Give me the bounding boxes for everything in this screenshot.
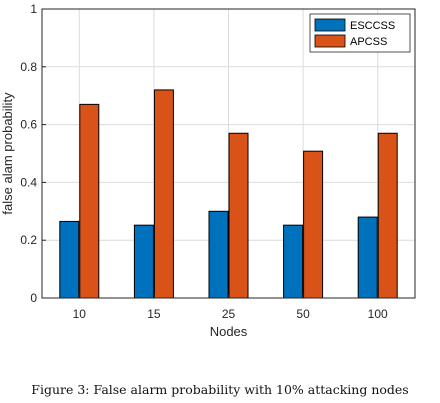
- y-tick-label: 1: [30, 2, 37, 16]
- x-tick-label: 15: [147, 307, 161, 321]
- bar-esccss-50: [283, 224, 304, 299]
- bar-esccss-100: [357, 216, 378, 299]
- y-axis-label: false alam probability: [0, 92, 15, 215]
- x-tick-label: 50: [296, 307, 310, 321]
- legend-swatch-esccss: [314, 18, 346, 32]
- legend-label-esccss: ESCCSS: [350, 20, 395, 32]
- bar-chart: 0 0.2 0.4 0.6 0.8 1 10 15 25 50 100 Nodes false al…: [0, 2, 416, 339]
- bar-esccss-25: [208, 210, 229, 299]
- y-tick-label: 0.8: [20, 60, 37, 74]
- legend: ESCCSS APCSS: [309, 13, 411, 53]
- bar-apcss-25: [228, 132, 249, 299]
- bar-esccss-10: [59, 220, 80, 299]
- legend-swatch-apcss: [314, 34, 346, 48]
- bar-apcss-10: [79, 103, 100, 299]
- y-tick-label: 0.2: [20, 233, 37, 247]
- bar-esccss-15: [133, 224, 154, 299]
- y-tick-label: 0.6: [20, 118, 37, 132]
- figure-caption: Figure 3: False alarm probability with 1…: [31, 382, 409, 397]
- x-axis-label: Nodes: [210, 324, 248, 339]
- bar-apcss-15: [153, 89, 174, 299]
- tick-labels: 0 0.2 0.4 0.6 0.8 1 10 15 25 50 100: [20, 2, 388, 321]
- bar-apcss-50: [303, 150, 324, 299]
- x-tick-label: 25: [222, 307, 236, 321]
- tick-marks: [42, 8, 379, 299]
- y-tick-label: 0.4: [20, 175, 37, 189]
- x-tick-label: 10: [73, 307, 87, 321]
- y-tick-label: 0: [30, 291, 37, 305]
- legend-label-apcss: APCSS: [350, 36, 387, 48]
- bar-apcss-100: [377, 132, 398, 299]
- x-tick-label: 100: [368, 307, 388, 321]
